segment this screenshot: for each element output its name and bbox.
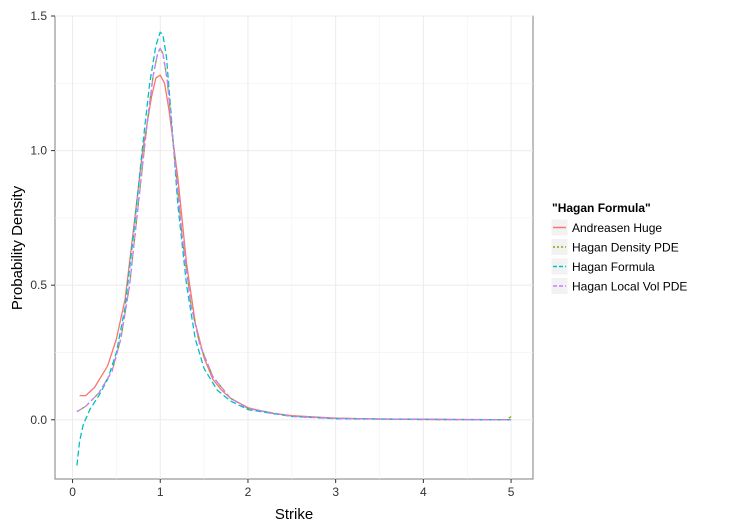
legend-label: Hagan Local Vol PDE: [572, 280, 687, 294]
x-axis-title: Strike: [275, 506, 313, 523]
legend-label: Hagan Formula: [572, 260, 655, 274]
y-axis: 0.0 0.5 1.0 1.5: [30, 9, 55, 427]
x-tick-label: 1: [157, 485, 164, 499]
x-tick-label: 3: [332, 485, 339, 499]
y-axis-title: Probability Density: [9, 185, 26, 310]
y-tick-label: 1.0: [30, 144, 47, 158]
legend: "Hagan Formula" Andreasen Huge Hagan Dens…: [550, 201, 687, 295]
y-tick-label: 0.5: [30, 278, 47, 292]
y-tick-label: 1.5: [30, 9, 47, 23]
legend-key: [550, 238, 569, 256]
series-line: [76, 47, 512, 421]
legend-label: Hagan Density PDE: [572, 241, 679, 255]
grid: [55, 15, 533, 479]
legend-title: "Hagan Formula": [552, 201, 651, 215]
x-tick-label: 0: [69, 485, 76, 499]
x-tick-label: 2: [245, 485, 252, 499]
x-tick-label: 5: [508, 485, 515, 499]
x-axis: 0 1 2 3 4 5: [69, 479, 515, 499]
series-line: [76, 31, 512, 466]
x-tick-label: 4: [420, 485, 427, 499]
plot-panel: [54, 15, 534, 480]
legend-items: Andreasen Huge Hagan Density PDE Hagan For…: [550, 218, 687, 295]
legend-label: Andreasen Huge: [572, 221, 662, 235]
y-tick-label: 0.0: [30, 413, 47, 427]
series-layer: [76, 31, 512, 466]
